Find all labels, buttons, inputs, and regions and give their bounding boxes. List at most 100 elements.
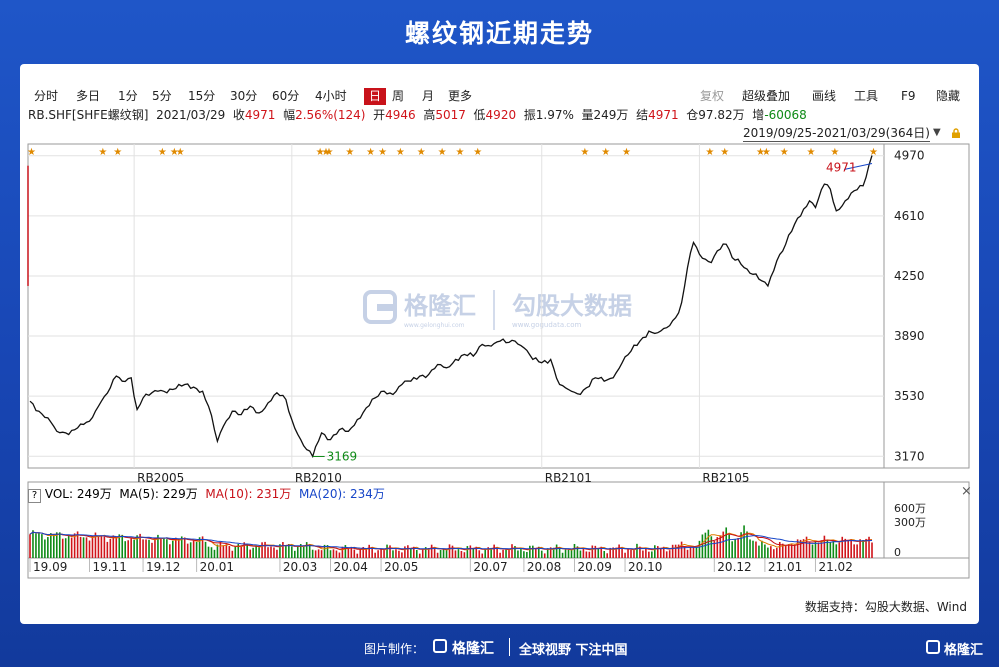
volume-ma10-line — [29, 531, 873, 551]
range-dropdown-icon[interactable]: ▼ — [933, 127, 941, 138]
volume-bar — [826, 539, 829, 558]
volume-bar — [659, 548, 662, 558]
volume-bar — [755, 541, 757, 558]
volume-bar — [829, 542, 832, 558]
volume-bar — [371, 547, 373, 558]
chart-panel: 分时 多日 1分 5分 15分 30分 60分 4小时 日 周 月 更多 复权 … — [20, 64, 979, 624]
high-annotation: 4971 — [826, 161, 857, 175]
x-tick-label: 19.12 — [146, 560, 180, 574]
tab-day[interactable]: 日 — [364, 88, 387, 105]
volume-bar — [240, 545, 243, 558]
tab-15min[interactable]: 15分 — [188, 89, 216, 103]
volume-bar — [204, 541, 207, 558]
low-value: 4920 — [485, 108, 517, 122]
tab-60min[interactable]: 60分 — [272, 89, 300, 103]
date-range[interactable]: 2019/09/25-2021/03/29(364日) — [743, 126, 930, 142]
volume-tick-label: 600万 — [894, 502, 926, 515]
close-icon[interactable]: × — [961, 484, 972, 499]
volume-bar — [192, 540, 195, 558]
tab-30min[interactable]: 30分 — [230, 89, 258, 103]
event-star-icon: ★ — [113, 147, 122, 158]
price-line — [29, 155, 873, 459]
tab-month[interactable]: 月 — [422, 89, 435, 103]
volume-bar — [118, 534, 121, 558]
volume-bar — [395, 549, 397, 558]
volume-bar — [683, 546, 686, 558]
volume-bar — [53, 534, 55, 558]
volume-bar — [805, 536, 808, 558]
tab-fenshi[interactable]: 分时 — [34, 89, 59, 103]
volume-label: 量 — [581, 108, 594, 122]
hide-button[interactable]: 隐藏 — [936, 89, 961, 103]
event-star-icon: ★ — [705, 147, 714, 158]
volume-bar — [249, 549, 251, 558]
volume-bar — [439, 549, 442, 558]
tab-week[interactable]: 周 — [392, 89, 405, 103]
volume-bar — [811, 544, 814, 558]
volume-bar — [183, 537, 186, 558]
volume-bar — [216, 544, 219, 558]
lock-icon[interactable] — [951, 128, 961, 138]
ma20-label: MA(20): 234万 — [298, 487, 385, 501]
volume-bar — [618, 544, 620, 558]
tab-5min[interactable]: 5分 — [152, 89, 172, 103]
volume-bar — [392, 550, 394, 558]
volume-bar — [329, 550, 332, 558]
volume-bar — [335, 550, 338, 558]
volume-bar — [612, 547, 614, 558]
volume-bar — [680, 541, 683, 558]
volume-bar — [555, 544, 558, 558]
volume-bar — [692, 547, 695, 558]
tab-more[interactable]: 更多 — [448, 89, 473, 103]
draw-line-button[interactable]: 画线 — [812, 89, 837, 103]
overlay-button[interactable]: 超级叠加 — [742, 89, 791, 103]
volume-bar — [743, 525, 745, 558]
volume-bar — [784, 545, 787, 558]
f9-button[interactable]: F9 — [901, 89, 916, 103]
volume-bar — [844, 538, 847, 558]
event-star-icon: ★ — [622, 147, 631, 158]
restore-rights-button[interactable]: 复权 — [700, 89, 725, 103]
event-star-icon: ★ — [762, 147, 771, 158]
volume-bar — [677, 544, 680, 558]
event-star-icon: ★ — [325, 147, 334, 158]
help-icon[interactable]: ? — [28, 489, 41, 503]
tab-multi-day[interactable]: 多日 — [76, 89, 101, 103]
tools-button[interactable]: 工具 — [854, 89, 879, 103]
volume-bar — [588, 551, 591, 558]
volume-bar — [537, 546, 540, 558]
volume-bar — [365, 548, 368, 558]
volume-bar — [237, 543, 240, 558]
volume-bar — [61, 538, 64, 558]
page-title: 螺纹钢近期走势 — [404, 19, 594, 48]
volume-bar — [722, 531, 725, 558]
event-star-icon: ★ — [417, 147, 426, 158]
volume-bar — [308, 544, 311, 558]
volume-bar — [180, 536, 183, 558]
volume-bar — [88, 540, 91, 558]
tab-1min[interactable]: 1分 — [118, 89, 138, 103]
volume-frame — [27, 481, 970, 579]
x-tick-label: 21.02 — [818, 560, 852, 574]
volume-bar — [163, 537, 165, 558]
amplitude-label: 振 — [523, 108, 536, 122]
volume-legend: ? VOL: 249万 MA(5): 229万 MA(10): 231万 MA(… — [28, 486, 385, 503]
volume-bar — [579, 550, 582, 558]
volume-bar — [243, 542, 246, 558]
volume-bar — [94, 532, 97, 558]
volume-bar — [481, 553, 484, 558]
volume-bar — [508, 549, 510, 558]
x-tick-label: 21.01 — [768, 560, 802, 574]
contract-label: RB2105 — [702, 471, 749, 485]
volume-bar — [576, 546, 579, 558]
volume-bar — [549, 547, 552, 558]
y-tick-label: 4970 — [894, 149, 925, 163]
volume-bar — [246, 543, 248, 558]
volume-bar — [427, 548, 430, 558]
volume-bar — [817, 542, 820, 558]
volume-bar — [606, 553, 609, 558]
volume-bar — [398, 550, 400, 558]
tab-4hour[interactable]: 4小时 — [315, 89, 347, 103]
volume-bar — [731, 541, 733, 558]
contract-code: RB.SHF[SHFE螺纹钢] — [28, 108, 149, 122]
